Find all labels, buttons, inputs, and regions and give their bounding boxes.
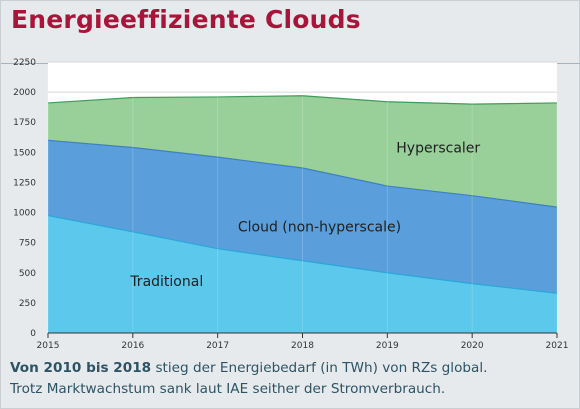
y-tick-label: 2250 [13, 58, 36, 68]
caption-line-1-text: stieg der Energiebedarf (in TWh) von RZs… [151, 360, 488, 376]
y-tick-label: 1500 [13, 148, 36, 158]
y-tick-label: 250 [19, 299, 36, 309]
caption-line-1: Von 2010 bis 2018 stieg der Energiebedar… [10, 358, 487, 379]
area-traditional [48, 215, 557, 333]
x-tick-label: 2016 [121, 341, 144, 351]
y-tick-label: 500 [19, 269, 36, 279]
x-tick-label: 2019 [376, 341, 399, 351]
stacked-area-chart: 0 250 500 750 1000 1250 1500 1750 2000 2250 2015 20… [13, 58, 569, 351]
y-tick-label: 1750 [13, 118, 36, 128]
x-tick-label: 2021 [546, 341, 569, 351]
y-tick-label: 1250 [13, 178, 36, 188]
series-label-cloud-non-hyperscale: Cloud (non-hyperscale) [238, 220, 401, 236]
caption: Von 2010 bis 2018 stieg der Energiebedar… [10, 358, 487, 400]
series-boundary-line [47, 95, 558, 105]
series-label-traditional: Traditional [129, 274, 203, 290]
x-tick-label: 2017 [206, 341, 229, 351]
caption-line-2: Trotz Marktwachstum sank laut IAE seithe… [10, 381, 446, 397]
y-tick-label: 0 [30, 329, 36, 339]
caption-highlight: Von 2010 bis 2018 [10, 360, 152, 376]
area-hyperscaler [48, 95, 557, 208]
y-tick-label: 2000 [13, 88, 36, 98]
x-tick-label: 2018 [291, 341, 314, 351]
y-tick-label: 1000 [13, 209, 36, 219]
series-label-hyperscaler: Hyperscaler [396, 141, 480, 157]
page-title: Energieeffiziente Clouds [11, 5, 361, 34]
y-tick-label: 750 [19, 239, 36, 249]
x-tick-label: 2020 [461, 341, 484, 351]
series-boundary-line [47, 139, 558, 208]
x-tick-label: 2015 [37, 341, 60, 351]
series-boundary-line [47, 214, 558, 294]
area-cloud-non-hyperscale [48, 140, 557, 294]
